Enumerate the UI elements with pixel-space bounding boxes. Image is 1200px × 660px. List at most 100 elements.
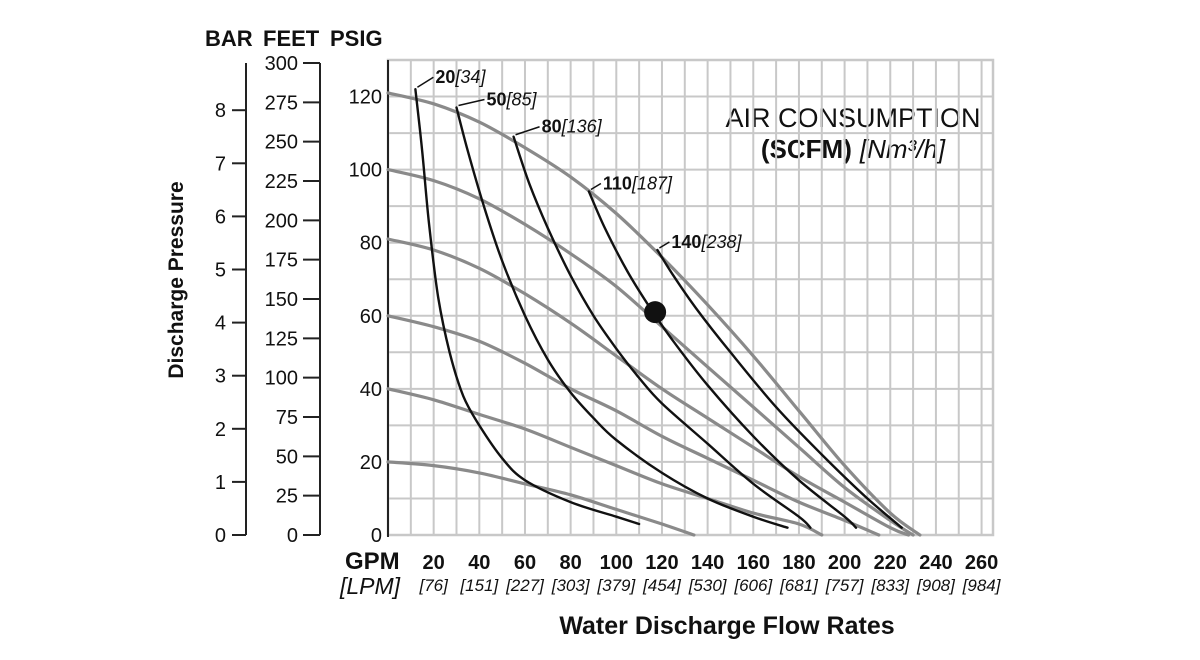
lpm-tick-label: [984]: [962, 576, 1002, 595]
gpm-tick-label: 80: [560, 552, 582, 574]
air-curve-80: [512, 135, 812, 529]
air-curve-label-50: 50[85]: [486, 90, 537, 110]
air-curve-50: [455, 106, 789, 529]
lpm-tick-label: [530]: [688, 576, 728, 595]
pressure-curve-120: [386, 91, 922, 537]
pressure-curve-80: [386, 237, 911, 537]
air-label-scfm: 80: [542, 117, 562, 137]
feet-tick-label: 175: [265, 250, 298, 272]
air-label-leader: [515, 126, 540, 136]
subtitle-scfm: (SCFM): [761, 134, 852, 164]
plot-layer: 0204060801001200255075100125150175200225…: [215, 53, 1002, 595]
lpm-tick-label: [379]: [596, 576, 636, 595]
pressure-curve-20: [386, 460, 696, 537]
air-label-leader: [458, 98, 485, 107]
air-label-metric: [85]: [506, 90, 538, 110]
gpm-tick-label: 20: [423, 552, 445, 574]
gpm-tick-label: 240: [919, 552, 952, 574]
y-axis-title: Discharge Pressure: [165, 181, 188, 378]
bar-tick-label: 5: [215, 260, 226, 282]
gpm-tick-label: 220: [874, 552, 907, 574]
feet-tick-label: 50: [276, 446, 298, 468]
air-label-scfm: 20: [435, 67, 455, 87]
gpm-tick-label: 180: [782, 552, 815, 574]
subtitle-metric: [Nm³/h]: [859, 134, 946, 164]
lpm-tick-label: [681]: [779, 576, 819, 595]
operating-point-marker: [644, 301, 667, 324]
air-label-leader: [416, 76, 434, 88]
lpm-tick-label: [606]: [733, 576, 773, 595]
air-label-scfm: 110: [603, 174, 632, 194]
feet-tick-label: 225: [265, 171, 298, 193]
feet-tick-label: 300: [265, 53, 298, 75]
feet-tick-label: 250: [265, 132, 298, 154]
bar-tick-label: 0: [215, 525, 226, 547]
title-backdrop: [714, 96, 988, 164]
gpm-tick-label: 40: [468, 552, 490, 574]
bar-tick-label: 8: [215, 100, 226, 122]
air-curve-20: [414, 88, 641, 526]
gpm-tick-label: 140: [691, 552, 724, 574]
air-label-scfm: 140: [671, 232, 701, 252]
feet-tick-label: 200: [265, 210, 298, 232]
air-label-metric: [34]: [454, 67, 486, 87]
feet-tick-label: 125: [265, 328, 298, 350]
bar-tick-label: 6: [215, 206, 226, 228]
feet-tick-label: 275: [265, 92, 298, 114]
bar-axis-unit: BAR: [205, 26, 253, 51]
feet-tick-label: 25: [276, 486, 298, 508]
lpm-unit-label: [LPM]: [339, 573, 401, 599]
pressure-curve-60: [386, 314, 881, 537]
psig-tick-label: 0: [371, 525, 382, 547]
psig-tick-label: 60: [360, 306, 382, 328]
psig-tick-label: 80: [360, 233, 382, 255]
gpm-tick-label: 100: [600, 552, 633, 574]
bar-tick-label: 3: [215, 366, 226, 388]
feet-tick-label: 75: [276, 407, 298, 429]
bar-tick-label: 2: [215, 419, 226, 441]
air-label-metric: [238]: [700, 232, 742, 252]
air-label-scfm: 50: [486, 90, 506, 110]
bar-tick-label: 1: [215, 472, 226, 494]
gpm-tick-label: 260: [965, 552, 998, 574]
chart-title: AIR CONSUMPTION: [725, 103, 980, 133]
feet-tick-label: 100: [265, 368, 298, 390]
lpm-tick-label: [303]: [551, 576, 591, 595]
lpm-tick-label: [227]: [505, 576, 545, 595]
air-curve-label-110: 110[187]: [603, 174, 673, 194]
gpm-tick-label: 200: [828, 552, 861, 574]
air-curve-label-140: 140[238]: [671, 232, 742, 252]
psig-tick-label: 40: [360, 379, 382, 401]
air-label-leader: [590, 182, 602, 191]
lpm-tick-label: [151]: [459, 576, 499, 595]
lpm-tick-label: [76]: [418, 576, 449, 595]
lpm-tick-label: [757]: [825, 576, 865, 595]
air-curve-label-20: 20[34]: [435, 67, 486, 87]
gpm-tick-label: 160: [737, 552, 770, 574]
feet-tick-label: 150: [265, 289, 298, 311]
gpm-tick-label: 60: [514, 552, 536, 574]
bar-tick-label: 7: [215, 153, 226, 175]
gpm-tick-label: 120: [645, 552, 678, 574]
air-curve-140: [656, 248, 903, 529]
lpm-tick-label: [454]: [642, 576, 682, 595]
lpm-tick-label: [833]: [870, 576, 910, 595]
psig-tick-label: 120: [349, 87, 382, 109]
air-label-metric: [136]: [561, 117, 603, 137]
bar-tick-label: 4: [215, 313, 226, 335]
gpm-unit-label: GPM: [345, 548, 400, 575]
x-axis-title: Water Discharge Flow Rates: [559, 612, 894, 640]
feet-axis-unit: FEET: [263, 26, 320, 51]
air-label-leader: [659, 241, 670, 249]
psig-axis-unit: PSIG: [330, 26, 383, 51]
air-curve-110: [587, 190, 858, 529]
feet-tick-label: 0: [287, 525, 298, 547]
pressure-curve-40: [386, 387, 824, 537]
lpm-tick-label: [908]: [916, 576, 956, 595]
psig-tick-label: 20: [360, 452, 382, 474]
psig-tick-label: 100: [349, 160, 382, 182]
air-curve-label-80: 80[136]: [542, 117, 603, 137]
air-label-metric: [187]: [631, 174, 673, 194]
